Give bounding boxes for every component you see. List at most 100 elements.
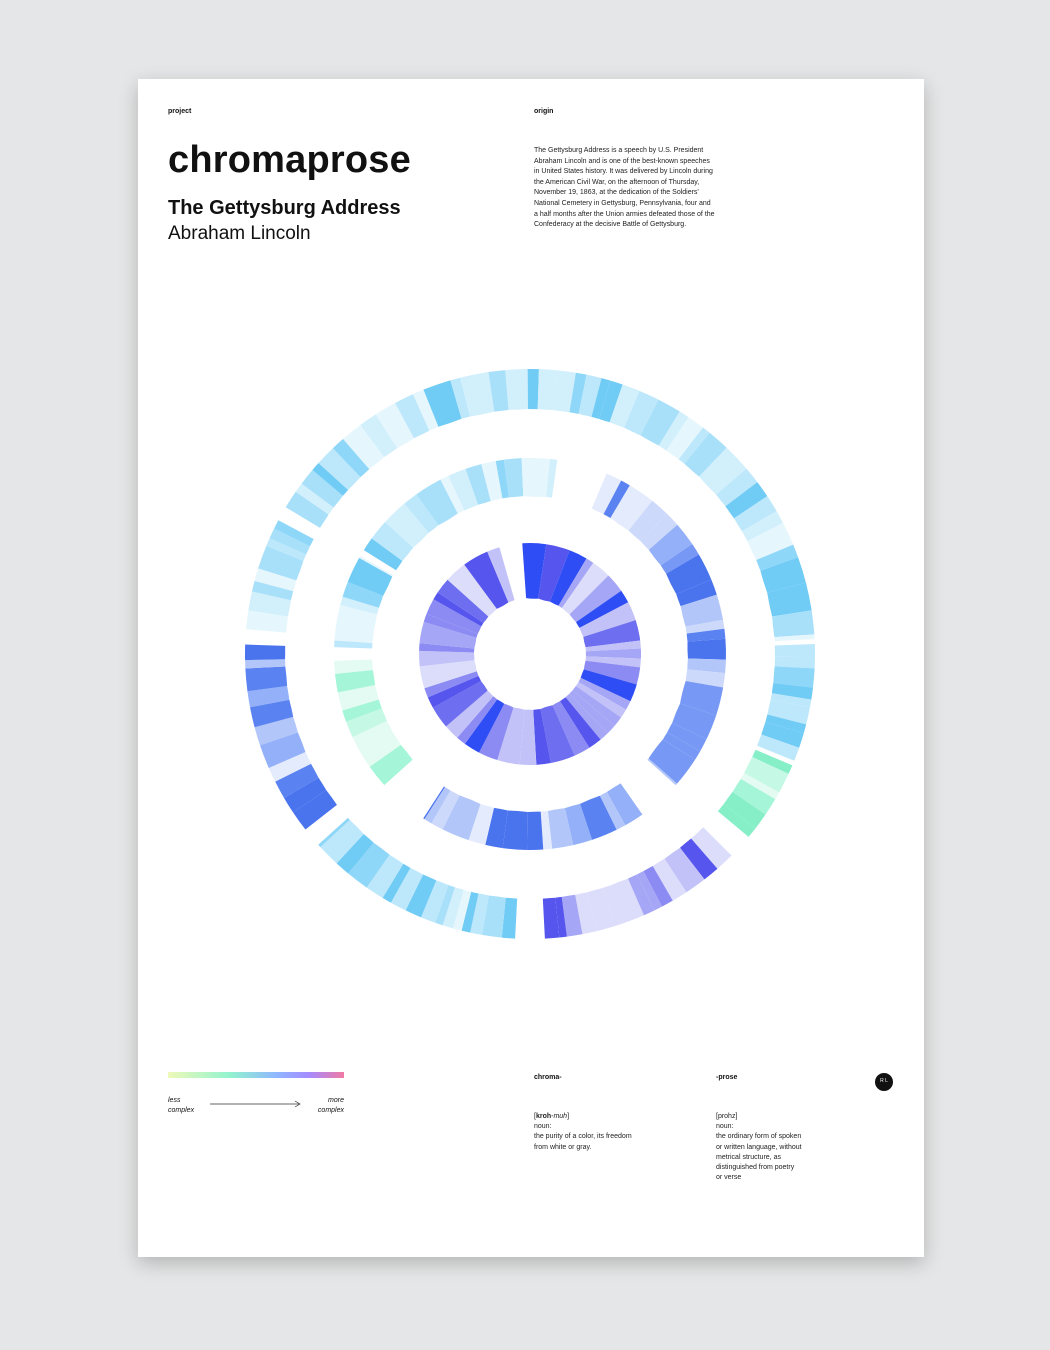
middle-ring-segment (685, 619, 725, 634)
middle-ring-segment (667, 722, 707, 752)
outer-ring-segment (423, 380, 462, 427)
outer-ring-segment (587, 888, 615, 932)
middle-ring-segment (628, 500, 667, 541)
outer-ring-segment (375, 402, 414, 449)
middle-ring-segment (442, 795, 481, 841)
middle-ring-segment (603, 480, 630, 519)
page-title: chromaprose (168, 139, 411, 181)
outer-ring-segment (258, 545, 304, 581)
outer-ring-segment (482, 895, 506, 938)
middle-ring-segment (547, 808, 574, 849)
middle-ring-segment (663, 732, 701, 760)
inner-ring-segment (533, 708, 551, 765)
outer-ring-segment (275, 763, 319, 798)
middle-ring-segment (440, 475, 465, 514)
inner-ring-segment (437, 579, 489, 623)
outer-ring-segment (747, 522, 794, 560)
inner-ring-segment (427, 675, 482, 708)
middle-ring-segment (385, 503, 429, 548)
outer-ring-segment (318, 817, 350, 848)
middle-ring-segment (346, 708, 387, 738)
middle-ring-segment (666, 554, 712, 595)
middle-ring-segment (359, 556, 394, 577)
outer-ring-segment (744, 757, 789, 793)
outer-ring-segment (757, 734, 800, 761)
middle-ring-segment (606, 783, 643, 826)
outer-ring-segment (336, 833, 374, 874)
outer-ring-segment (772, 610, 815, 638)
outer-ring-segment (285, 491, 329, 528)
inner-ring-segment (457, 696, 498, 744)
project-label: project (168, 108, 192, 115)
middle-ring-segment (540, 810, 553, 850)
inner-ring-segment (585, 648, 641, 659)
inner-ring-segment (578, 677, 631, 710)
outer-ring-segment (245, 666, 288, 692)
prose-meaning: the ordinary form of spoken or written l… (716, 1133, 802, 1182)
outer-ring-segment (254, 568, 297, 592)
middle-ring-segment (347, 557, 393, 596)
chroma-part-of-speech: noun: (534, 1123, 552, 1131)
legend-less-label: less complex (168, 1097, 195, 1114)
outer-ring-segment (666, 417, 703, 460)
inner-ring-segment (580, 669, 637, 702)
outer-ring-segment (696, 827, 732, 863)
inner-ring-segment (585, 656, 641, 668)
middle-ring-segment (648, 524, 693, 566)
outer-ring-segment (246, 610, 288, 633)
outer-ring-segment (575, 892, 597, 935)
inner-ring-segment (575, 682, 627, 718)
middle-ring-segment (599, 792, 626, 830)
middle-ring-segment (647, 758, 678, 786)
outer-ring-segment (678, 427, 710, 464)
outer-ring-segment (599, 380, 623, 423)
inner-ring-segment (549, 550, 587, 606)
outer-ring-segment (259, 732, 306, 768)
outer-ring-segment (774, 656, 815, 669)
prose-pronunciation: [prohz] (716, 1113, 738, 1120)
outer-ring-segment (679, 838, 718, 880)
outer-ring-segment (320, 820, 364, 864)
outer-ring-segment (561, 894, 583, 937)
outer-ring-segment (450, 377, 470, 419)
inner-ring-segment (479, 703, 514, 761)
chroma-definition: [kroh-muh] noun: the purity of a color, … (534, 1112, 644, 1153)
inner-ring-segment (424, 671, 479, 698)
outer-ring-segment (293, 790, 337, 830)
outer-ring-segment (248, 591, 291, 617)
inner-ring-segment (552, 701, 590, 756)
inner-ring-segment (585, 640, 641, 652)
outer-ring-segment (756, 544, 799, 571)
middle-ring-segment (468, 804, 494, 845)
inner-ring-segment (569, 690, 615, 734)
outer-ring-segment (699, 447, 747, 495)
middle-ring-segment (546, 459, 558, 498)
middle-ring-segment (404, 494, 439, 533)
outer-ring-segment (501, 897, 518, 939)
outer-ring-segment (452, 889, 472, 931)
inner-ring-segment (559, 697, 601, 748)
inner-ring-segment (565, 693, 608, 740)
inner-ring-segment (426, 599, 482, 634)
outer-ring-segment (770, 693, 812, 708)
outer-ring-segment (245, 644, 286, 661)
outer-ring-segment (740, 773, 780, 800)
outer-ring-segment (658, 411, 689, 451)
outer-ring-segment (442, 887, 464, 929)
middle-ring-segment (336, 605, 378, 630)
middle-ring-segment (363, 538, 403, 571)
outer-ring-segment (284, 777, 327, 813)
outer-ring-segment (652, 858, 687, 901)
middle-ring-segment (423, 786, 445, 820)
inner-ring-segment (576, 590, 629, 628)
outer-ring-segment (348, 842, 390, 888)
outer-ring-segment (760, 557, 806, 593)
inner-ring-segment (540, 705, 575, 764)
outer-ring-segment (412, 389, 439, 431)
middle-ring-segment (371, 522, 414, 561)
middle-ring-segment (672, 703, 717, 740)
outer-ring-segment (723, 791, 766, 829)
middle-ring-segment (660, 544, 699, 574)
prose-definition: [prohz] noun: the ordinary form of spoke… (716, 1112, 802, 1183)
inner-ring-segment (423, 613, 478, 638)
